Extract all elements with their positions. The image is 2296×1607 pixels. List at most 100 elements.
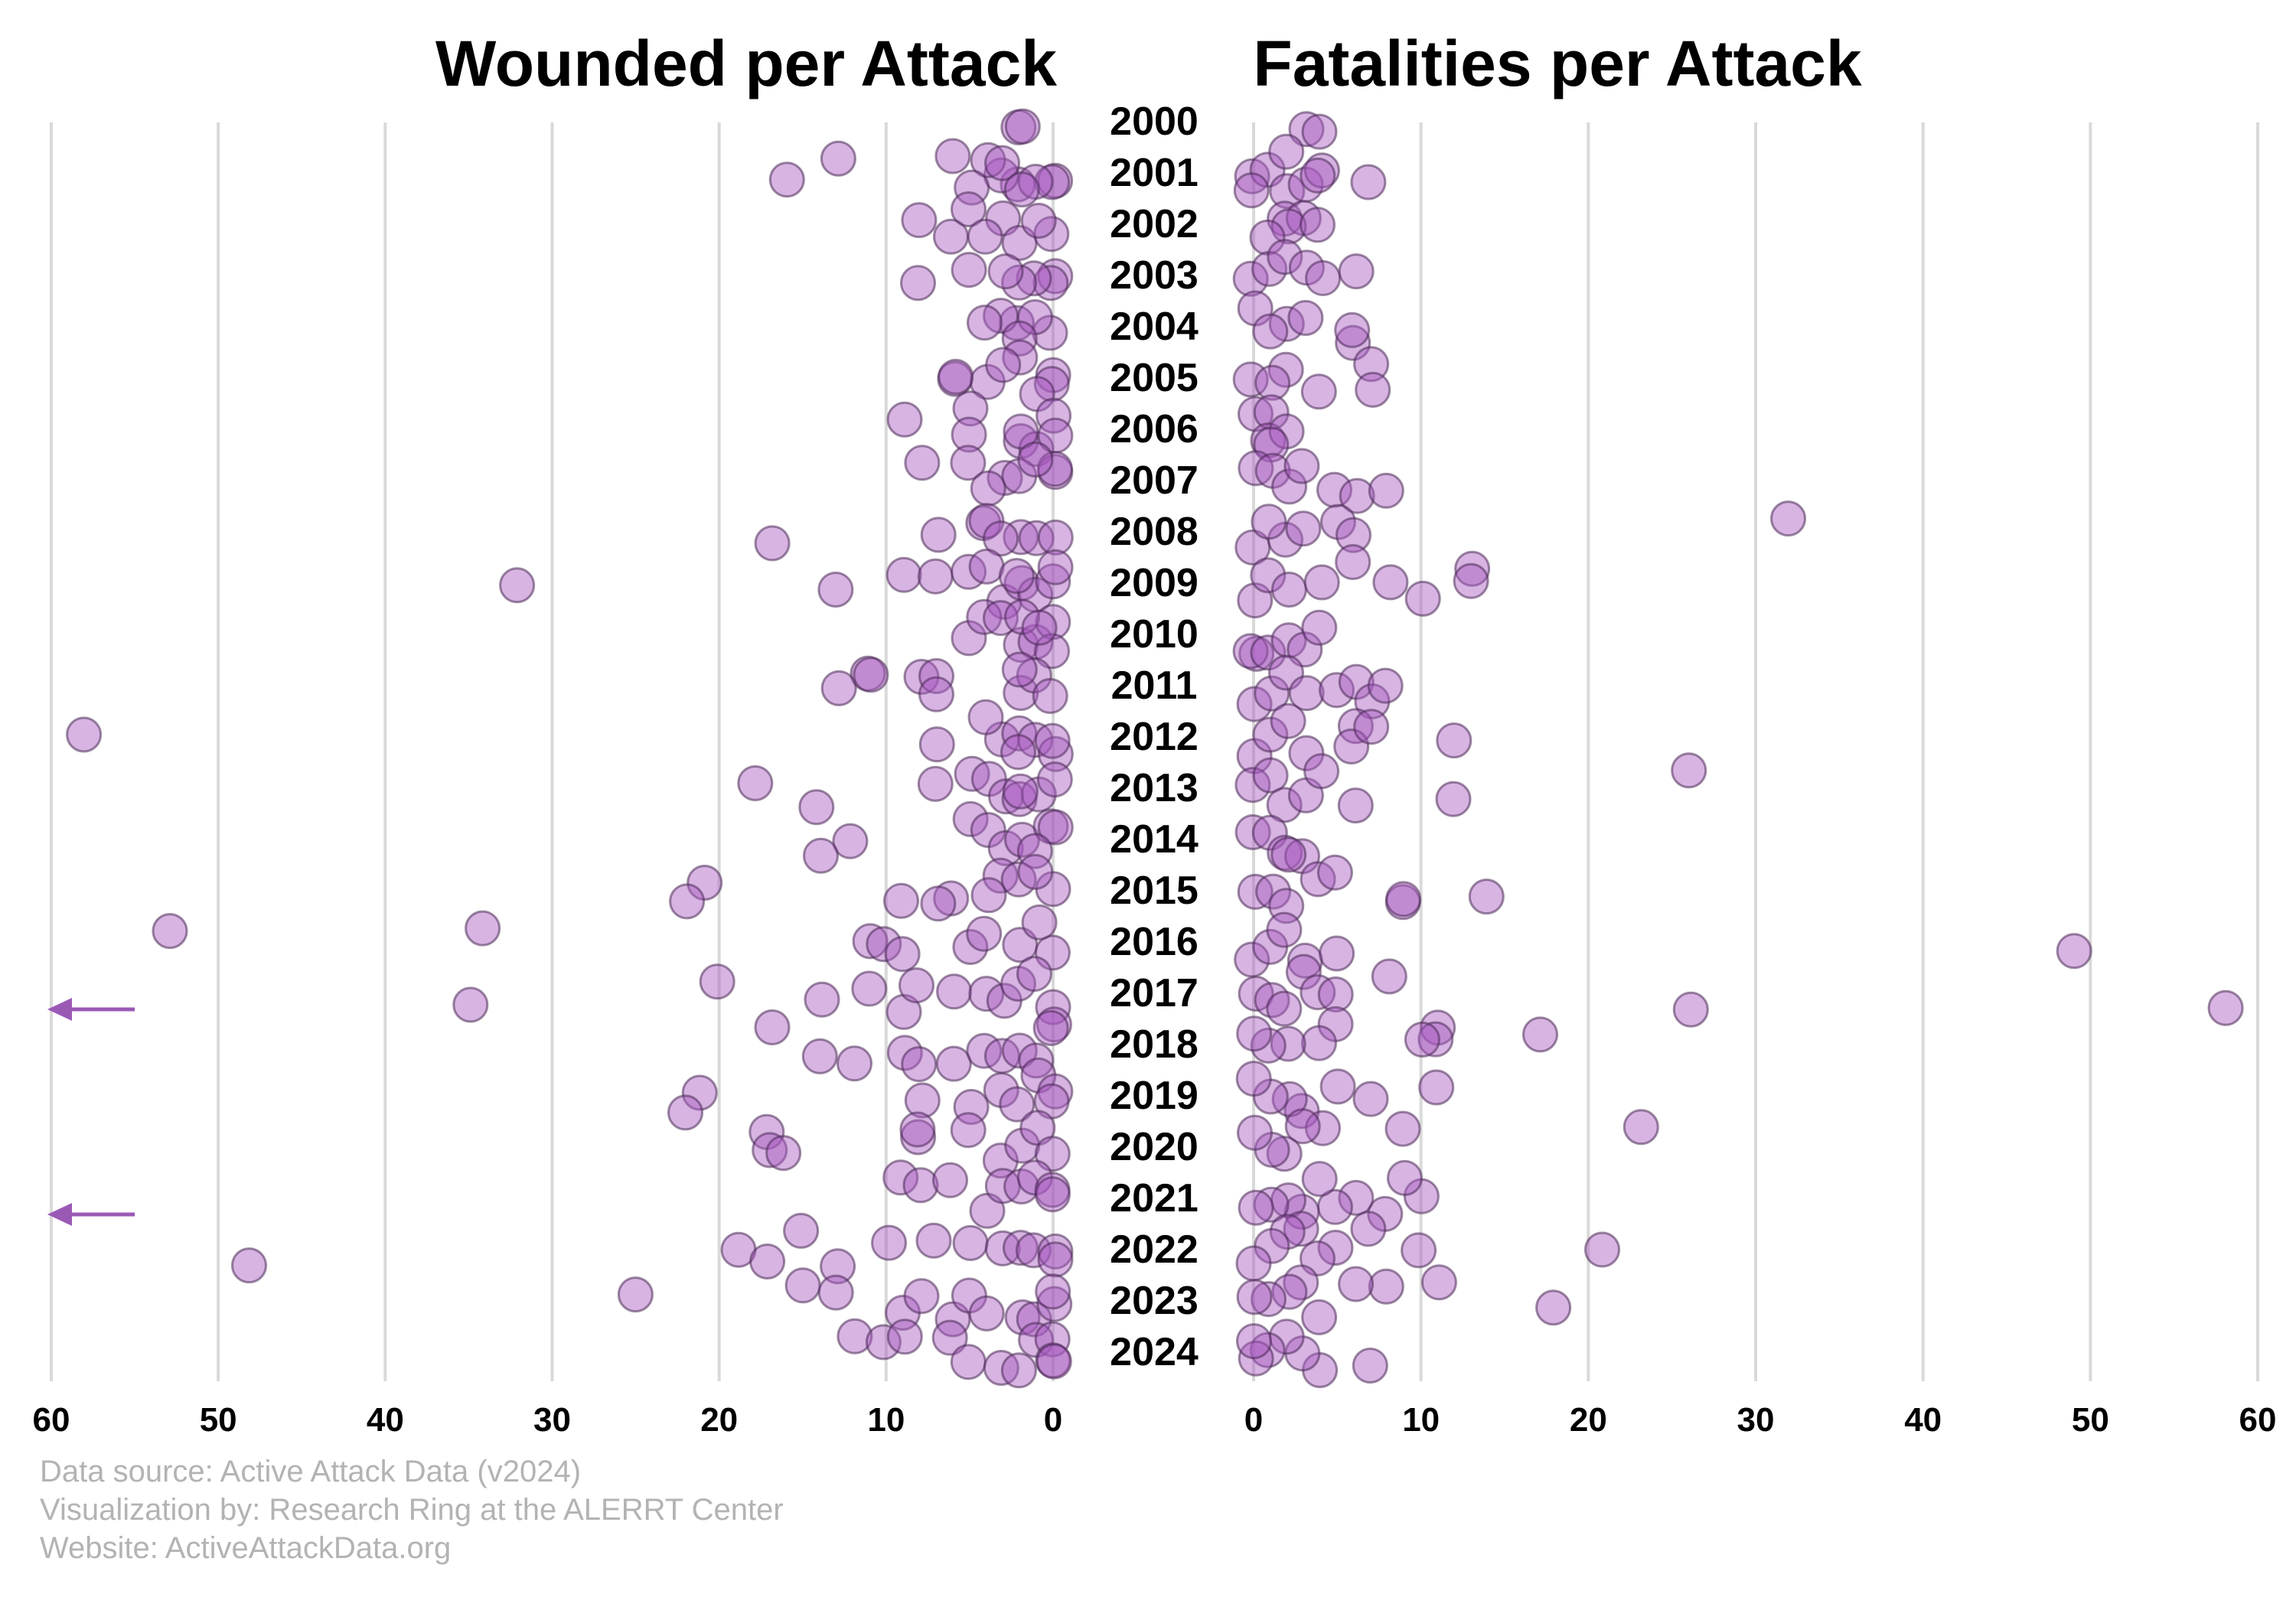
fatalities-point-2023-0 — [1535, 1289, 1572, 1326]
wounded-point-2016-9 — [1021, 904, 1058, 940]
fatalities-point-2009-7 — [1454, 550, 1491, 587]
wounded-point-2017-5 — [936, 973, 973, 1010]
wounded-point-2004-4 — [967, 305, 1003, 341]
wounded-point-2001-10 — [984, 145, 1020, 181]
wounded-point-2018-10 — [1032, 1010, 1069, 1046]
wounded-point-2019-3 — [953, 1089, 990, 1125]
wounded-point-2006-1 — [951, 416, 987, 453]
wounded-point-2012-0 — [66, 716, 103, 753]
fatalities-point-2018-8 — [1236, 1015, 1273, 1052]
fatalities-point-2004-4 — [1334, 311, 1371, 348]
year-label-2002: 2002 — [1110, 202, 1199, 246]
fatalities-point-2017-5 — [1285, 953, 1322, 990]
fatalities-point-2012-1 — [1252, 716, 1289, 753]
wounded-point-2014-8 — [1016, 833, 1053, 869]
wounded-point-2018-3 — [886, 1035, 923, 1071]
wounded-point-2011-5 — [918, 676, 954, 712]
wounded-point-2022-5 — [871, 1224, 907, 1261]
fatalities-point-2009-8 — [1453, 562, 1489, 599]
wounded-point-2007-4 — [1036, 451, 1073, 487]
fatalities-point-2003-2 — [1267, 239, 1303, 275]
fatalities-point-2003-5 — [1338, 253, 1375, 290]
fatalities-point-2023-1 — [1420, 1264, 1457, 1301]
fatalities-point-2001-0 — [1350, 164, 1387, 200]
wounded-point-2002-0 — [901, 202, 938, 239]
year-label-2010: 2010 — [1110, 612, 1199, 657]
wounded-point-2015-4 — [883, 882, 919, 919]
data-source-credit: Data source: Active Attack Data (v2024) — [40, 1455, 582, 1488]
fatalities-point-2012-3 — [1288, 735, 1325, 771]
year-label-2000: 2000 — [1110, 99, 1199, 144]
wounded-point-2019-5 — [999, 1086, 1035, 1123]
year-label-2009: 2009 — [1110, 561, 1199, 605]
fatalities-point-2018-0 — [1522, 1016, 1558, 1053]
year-label-2013: 2013 — [1110, 766, 1199, 810]
off-scale-markers — [47, 998, 135, 1226]
wounded-point-2002-2 — [951, 191, 987, 227]
wounded-point-2008-0 — [754, 525, 791, 562]
wounded-point-2006-5 — [1035, 397, 1072, 434]
fatalities-point-2013-5 — [1303, 753, 1340, 790]
fatalities-point-2000-0 — [1288, 111, 1325, 148]
fatalities-point-2013-7 — [1435, 781, 1472, 817]
wounded-point-2010-6 — [1034, 633, 1070, 670]
wounded-point-2021-7 — [1034, 1176, 1071, 1213]
fatalities-point-2007-6 — [1283, 448, 1320, 484]
wounded-point-2022-12 — [1037, 1241, 1074, 1278]
x-axis-ticks: 60 50 40 30 20 10 0 0 10 20 30 40 50 60 — [33, 1401, 2277, 1439]
wounded-point-2013-0 — [737, 765, 774, 801]
fatalities-point-2001-7 — [1233, 172, 1270, 209]
wounded-point-2009-3 — [917, 558, 954, 595]
fatalities-point-2012-6 — [1353, 709, 1390, 745]
year-label-2011: 2011 — [1111, 663, 1198, 708]
fatalities-point-2018-2 — [1417, 1021, 1454, 1058]
year-label-2024: 2024 — [1110, 1330, 1199, 1374]
wounded-point-2017-3 — [851, 970, 888, 1007]
fatalities-point-2012-2 — [1270, 702, 1306, 739]
wounded-point-2013-1 — [798, 789, 835, 826]
wounded-tick-30: 30 — [533, 1401, 571, 1439]
wounded-point-2005-6 — [985, 347, 1022, 383]
wounded-point-2016-3 — [866, 926, 902, 963]
fatalities-point-2002-2 — [1270, 208, 1307, 245]
fatalities-point-2023-4 — [1301, 1299, 1338, 1335]
wounded-point-2023-0 — [617, 1276, 654, 1313]
wounded-point-2017-2 — [804, 981, 840, 1018]
wounded-point-2016-4 — [884, 936, 921, 973]
fatalities-point-2001-3 — [1269, 173, 1306, 210]
fatalities-tick-10: 10 — [1402, 1401, 1440, 1439]
year-label-2014: 2014 — [1110, 817, 1199, 862]
fatalities-point-2023-8 — [1236, 1279, 1273, 1315]
wounded-tick-60: 60 — [33, 1401, 70, 1439]
fatalities-point-2005-3 — [1353, 346, 1390, 383]
fatalities-tick-50: 50 — [2072, 1401, 2109, 1439]
wounded-point-2023-4 — [903, 1278, 940, 1315]
fatalities-point-2018-3 — [1404, 1022, 1440, 1058]
wounded-point-2018-0 — [754, 1009, 791, 1045]
wounded-point-2018-11 — [901, 1046, 938, 1083]
wounded-point-2016-1 — [152, 913, 188, 950]
visualization-credit: Visualization by: Research Ring at the A… — [40, 1493, 784, 1527]
wounded-point-2006-3 — [886, 401, 923, 438]
wounded-point-2023-7 — [968, 1295, 1005, 1332]
fatalities-point-2009-5 — [1372, 564, 1409, 601]
off-scale-arrow-2021 — [47, 1203, 135, 1226]
fatalities-point-2008-5 — [1285, 510, 1322, 547]
fatalities-point-2013-0 — [1671, 752, 1707, 789]
fatalities-point-2017-7 — [1317, 976, 1354, 1012]
wounded-point-2024-4 — [950, 1344, 987, 1380]
wounded-point-2015-9 — [970, 877, 1007, 914]
fatalities-point-2011-7 — [1367, 667, 1404, 704]
wounded-point-2018-8 — [1018, 1042, 1055, 1079]
year-label-2005: 2005 — [1110, 356, 1199, 400]
wounded-point-2014-7 — [1037, 809, 1074, 846]
wounded-point-2017-0 — [452, 986, 489, 1023]
wounded-point-2020-5 — [950, 1112, 987, 1149]
fatalities-point-2017-8 — [1371, 958, 1407, 995]
gridlines — [50, 122, 2259, 1381]
wounded-point-2022-7 — [952, 1224, 989, 1261]
wounded-point-2023-8 — [1004, 1299, 1041, 1335]
fatalities-point-2016-0 — [2056, 933, 2092, 970]
fatalities-point-2011-1 — [1254, 675, 1290, 712]
